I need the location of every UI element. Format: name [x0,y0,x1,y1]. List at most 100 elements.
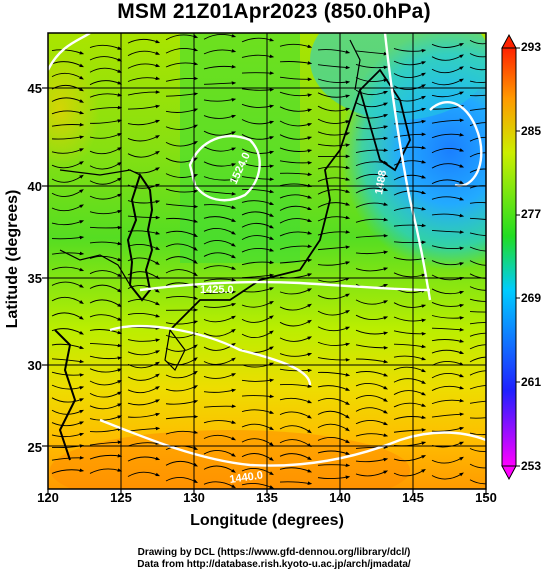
streamline [317,277,351,283]
cool-region-north [310,33,486,120]
streamline [355,114,389,119]
streamline [51,135,85,140]
x-tick-140: 140 [329,490,351,505]
japan-honshu [169,89,361,331]
streamline [431,163,465,169]
streamline [279,467,313,473]
streamline [203,357,236,365]
streamline [355,329,389,336]
streamline [127,135,160,142]
streamline [165,76,199,82]
colorbar-top-arrow [501,33,517,49]
streamline [165,385,199,392]
y-tick-40: 40 [27,179,42,194]
streamline [203,252,236,259]
streamline [51,122,85,127]
streamline [89,427,123,433]
streamline [127,243,161,250]
contour-label-1440: 1440.0 [229,469,264,486]
streamline [431,260,465,266]
china-coast-mid [59,249,131,286]
streamline [469,168,486,173]
streamline [127,399,161,406]
streamline [393,428,427,433]
streamline [279,244,313,250]
streamline [279,453,312,461]
streamline [165,243,198,251]
streamline [89,380,123,386]
streamline [165,92,199,97]
streamline [127,215,161,220]
streamline [127,38,161,44]
warm-patch-northwest [48,50,100,170]
sakhalin [349,39,361,91]
streamline [203,328,236,337]
streamline [241,378,275,383]
x-tick-135: 135 [256,490,278,505]
streamline [165,269,198,277]
streamline [393,390,427,396]
streamline [431,412,465,418]
streamline [469,202,486,204]
streamline [393,72,427,78]
streamline [317,341,351,347]
streamline [203,290,237,295]
streamline [431,213,465,218]
streamline [241,482,275,489]
streamline [279,368,313,373]
streamline [165,230,199,237]
streamline [241,468,274,476]
streamline [469,370,486,376]
streamline [317,293,351,300]
streamline [89,255,123,262]
graticule [48,33,486,489]
streamline [241,235,275,240]
streamline [317,49,351,54]
streamline [431,327,465,332]
streamline [393,415,427,420]
streamline [51,49,85,55]
streamline [431,385,465,391]
x-tick-125: 125 [110,490,132,505]
streamline [51,312,84,320]
streamline [89,67,123,73]
y-tick-30: 30 [27,358,42,373]
colorbar-tick-277: 277 [521,207,542,221]
streamline [89,119,123,124]
streamline [279,231,313,237]
streamline [393,256,427,261]
streamline [317,177,351,182]
x-tick-130: 130 [183,490,205,505]
streamline [241,423,274,431]
y-tick-35: 35 [27,271,42,286]
streamline [279,425,312,434]
streamline [165,399,199,405]
streamline [431,456,464,464]
streamline [203,114,237,119]
streamline [127,312,161,318]
streamline [317,357,351,362]
streamline [241,148,275,155]
colorbar [501,33,520,481]
streamline [127,271,160,280]
streamline [127,456,161,462]
streamline [51,281,84,288]
streamline [317,371,351,377]
streamline [89,241,123,246]
streamline [317,78,351,85]
streamline [431,118,465,124]
streamline [355,160,389,167]
streamline [165,256,198,264]
streamline [393,355,427,361]
streamline [127,386,160,394]
streamline [355,136,389,141]
streamline [51,456,85,461]
streamline [279,106,313,113]
streamline [165,460,199,467]
streamline [51,61,85,68]
streamline [393,95,427,102]
streamline [317,230,351,236]
streamline [279,91,313,97]
streamline [355,173,389,180]
streamline [165,476,198,484]
